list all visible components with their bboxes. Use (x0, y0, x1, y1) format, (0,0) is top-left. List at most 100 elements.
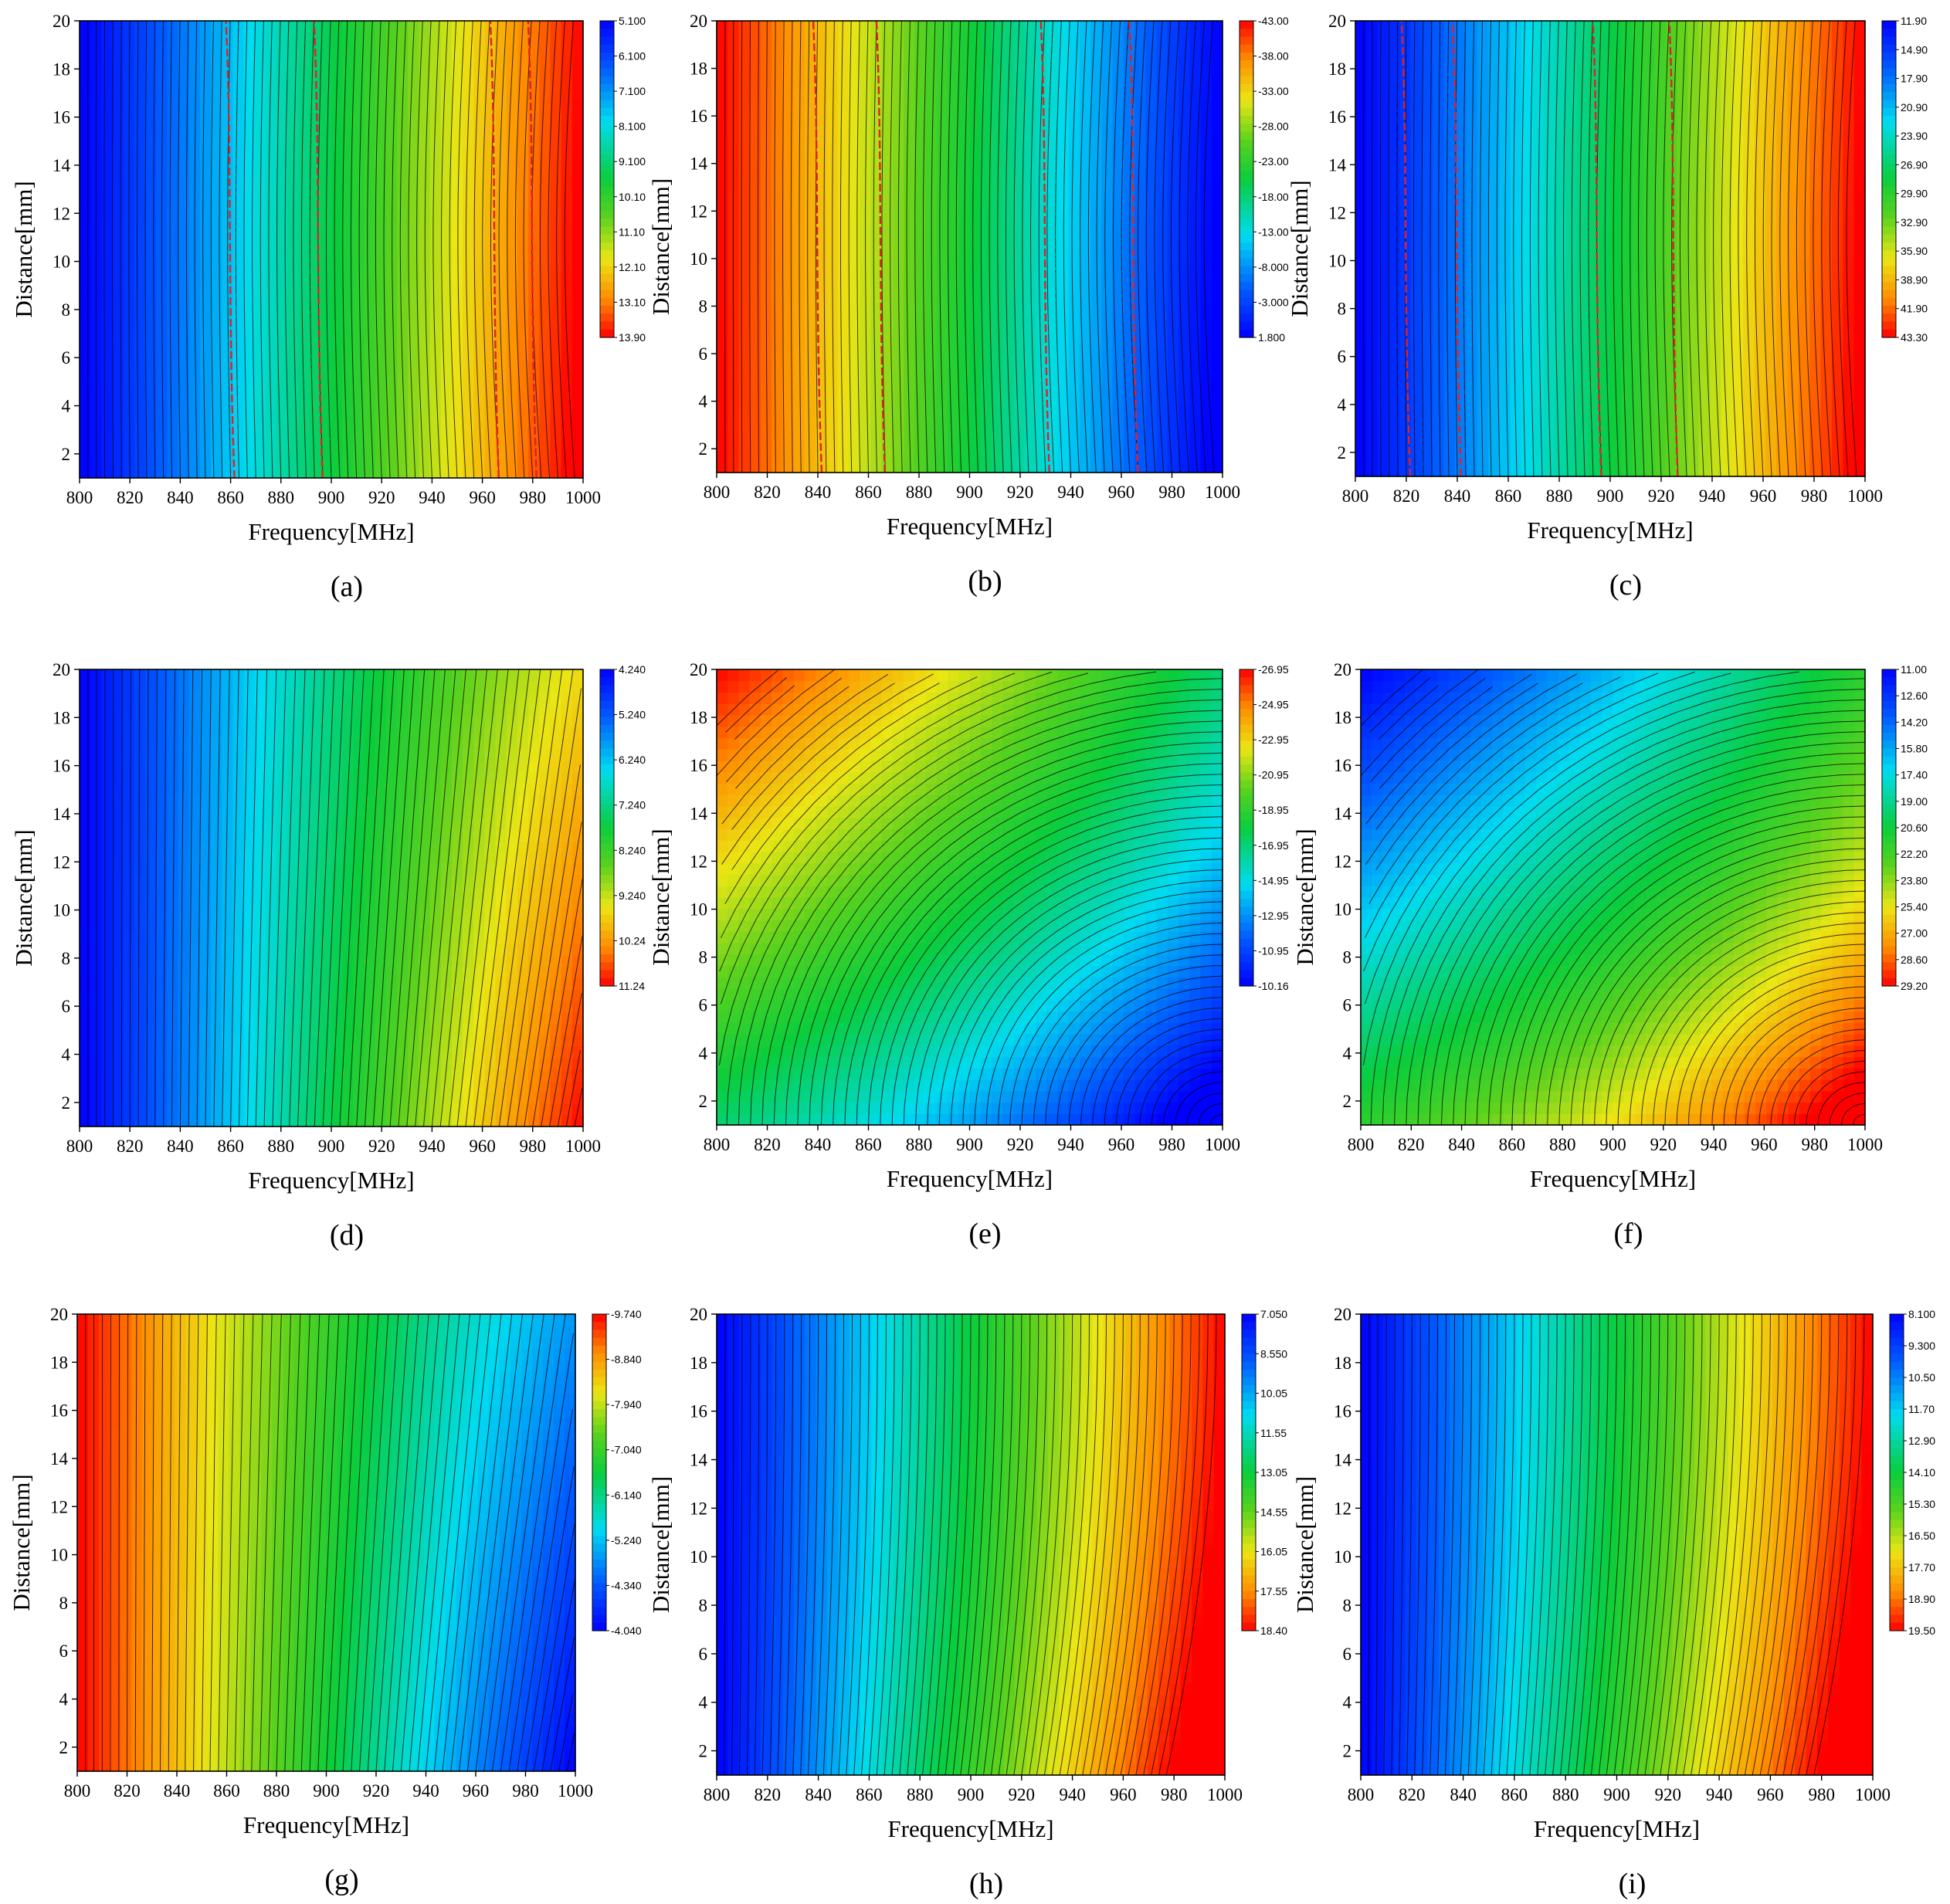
heat-cell (772, 269, 783, 281)
heat-cell (452, 352, 463, 364)
heat-cell (838, 292, 850, 303)
heat-cell (244, 238, 256, 249)
heat-cell (772, 123, 783, 134)
heat-cell (826, 394, 838, 405)
heat-cell (805, 134, 816, 145)
heat-cell (826, 360, 838, 371)
heat-cell (113, 192, 124, 204)
heat-cell (452, 261, 463, 273)
heat-cell (310, 455, 321, 466)
heat-cell (145, 330, 157, 341)
heat-cell (419, 21, 430, 32)
y-tick-label: 20 (53, 12, 70, 31)
heat-cell (276, 66, 288, 78)
heat-cell (473, 112, 485, 124)
heat-cell (838, 405, 850, 416)
heat-cell (838, 111, 850, 123)
heat-cell (189, 466, 201, 478)
heat-cell (473, 273, 485, 284)
heat-cell (408, 398, 419, 409)
heat-cell (517, 352, 529, 364)
heat-cell (200, 444, 212, 456)
heat-cell (750, 461, 761, 473)
heat-cell (561, 238, 573, 249)
heat-cell (738, 66, 750, 78)
heat-cell (870, 360, 882, 371)
heat-cell (200, 387, 212, 398)
heat-cell (507, 375, 518, 387)
heat-cell (211, 318, 222, 330)
heat-cell (353, 169, 365, 181)
heat-cell (517, 295, 529, 307)
heat-cell (156, 101, 168, 113)
heat-cell (331, 455, 343, 466)
heat-cell (463, 215, 474, 227)
heat-cell (211, 158, 222, 170)
heat-cell (353, 307, 365, 318)
heat-cell (145, 340, 157, 352)
heat-cell (298, 204, 310, 215)
heat-cell (266, 238, 277, 249)
heat-cell (200, 432, 212, 444)
heat-cell (550, 261, 561, 273)
heat-cell (397, 135, 409, 147)
colorbar-segment (600, 108, 614, 117)
heat-cell (386, 204, 398, 215)
heat-cell (441, 364, 453, 375)
heat-cell (452, 238, 463, 249)
heat-cell (331, 158, 343, 170)
heat-cell (232, 55, 244, 66)
heat-cell (782, 55, 794, 66)
heat-cell (838, 337, 850, 349)
heat-cell (408, 409, 419, 421)
heat-cell (244, 32, 256, 44)
heat-cell (331, 409, 343, 421)
heat-cell (134, 158, 146, 170)
heat-cell (849, 157, 860, 168)
heat-cell (794, 439, 805, 450)
heat-cell (419, 307, 430, 318)
heat-cell (397, 66, 409, 78)
heat-cell (101, 409, 113, 421)
heat-cell (276, 295, 288, 307)
heat-cell (408, 215, 419, 227)
heat-cell (353, 66, 365, 78)
heat-cell (232, 273, 244, 284)
heat-cell (178, 192, 190, 204)
heat-cell (266, 375, 277, 387)
heat-cell (528, 318, 540, 330)
heat-cell (463, 273, 474, 284)
heat-cell (441, 340, 453, 352)
heat-cell (838, 100, 850, 111)
heat-cell (178, 249, 190, 261)
heat-cell (331, 169, 343, 181)
heat-cell (838, 224, 850, 235)
heat-cell (276, 398, 288, 409)
heat-cell (101, 340, 113, 352)
heat-cell (849, 461, 860, 473)
heat-cell (287, 387, 299, 398)
heat-cell (750, 405, 761, 416)
heat-cell (419, 375, 430, 387)
heat-cell (310, 192, 321, 204)
heat-cell (287, 32, 299, 44)
heat-cell (342, 32, 354, 44)
heat-cell (738, 280, 750, 292)
heat-cell (232, 238, 244, 249)
heat-cell (298, 44, 310, 56)
heat-cell (750, 439, 761, 450)
heat-cell (145, 124, 157, 135)
heat-cell (750, 382, 761, 394)
heat-cell (353, 21, 365, 32)
heat-cell (167, 375, 178, 387)
heat-cell (430, 295, 442, 307)
heat-cell (849, 168, 860, 179)
heat-cell (331, 364, 343, 375)
heat-cell (419, 364, 430, 375)
heat-cell (167, 101, 178, 113)
heat-cell (244, 226, 256, 238)
heat-cell (189, 55, 201, 66)
heat-cell (561, 90, 573, 101)
heat-cell (473, 398, 485, 409)
heat-cell (750, 428, 761, 439)
